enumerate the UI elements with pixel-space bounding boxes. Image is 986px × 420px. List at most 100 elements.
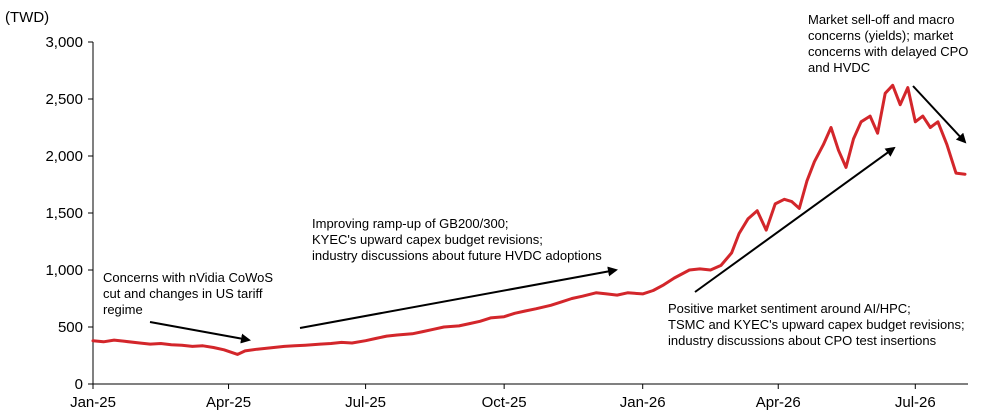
data-point [304, 344, 307, 347]
x-tick-label: Jan-25 [70, 394, 116, 411]
data-point [91, 339, 95, 342]
data-point [170, 343, 173, 346]
y-tick-label: 500 [58, 319, 83, 336]
svg-text:Market sell-off and macro: Market sell-off and macro concerns (yiel… [808, 12, 972, 75]
svg-text:Concerns with nVidia CoWoS: Concerns with nVidia CoWoS cut and chang… [103, 270, 277, 317]
data-point [212, 346, 215, 349]
data-point [891, 84, 894, 87]
data-point [293, 344, 296, 347]
data-point [191, 345, 194, 348]
annotation-cowos-concerns: Concerns with nVidia CoWoS cut and chang… [103, 270, 277, 344]
data-point [468, 322, 471, 325]
data-point [180, 344, 184, 347]
data-point [899, 103, 902, 106]
svg-text:Positive market sentiment arou: Positive market sentiment around AI/HPC;… [668, 301, 968, 348]
data-point [549, 304, 552, 307]
data-point [746, 217, 750, 220]
y-tick-label: 3,000 [45, 34, 83, 51]
data-point [159, 342, 162, 345]
x-tick-label: Apr-25 [206, 394, 251, 411]
annotation-arrow [912, 85, 967, 144]
data-point [222, 348, 226, 351]
data-point [906, 86, 909, 89]
data-point [560, 300, 563, 304]
data-point [936, 120, 940, 124]
annotation-gb200-ramp: Improving ramp-up of GB200/300; KYEC's u… [299, 216, 618, 329]
data-point [432, 328, 435, 331]
data-point [954, 171, 958, 175]
data-point [641, 292, 644, 296]
data-point [489, 316, 492, 320]
data-point [673, 276, 676, 280]
data-point [112, 338, 116, 342]
data-point [149, 342, 152, 346]
data-point [594, 291, 598, 294]
data-point [513, 312, 516, 315]
data-point [236, 353, 239, 356]
data-point [256, 348, 259, 351]
annotation-line: Improving ramp-up of GB200/300; [312, 216, 509, 231]
data-point [813, 160, 816, 163]
data-point [774, 202, 777, 206]
x-tick-label: Oct-25 [482, 394, 527, 411]
annotation-line: Market sell-off and macro [808, 12, 954, 27]
data-point [963, 173, 967, 176]
x-tick-label: Jan-26 [620, 394, 666, 411]
data-point [929, 126, 932, 129]
annotation-line: TSMC and KYEC's upward capex budget revi… [668, 317, 965, 332]
series-points [91, 84, 967, 356]
data-point [783, 198, 786, 201]
data-point [442, 325, 446, 329]
data-point [790, 200, 793, 203]
y-tick-label: 1,000 [45, 262, 83, 279]
data-point [385, 334, 388, 338]
data-point [688, 268, 691, 272]
annotation-line: Positive market sentiment around AI/HPC; [668, 301, 911, 316]
annotation-line: Concerns with nVidia CoWoS [103, 270, 273, 285]
data-point [798, 207, 801, 210]
data-point [411, 332, 414, 335]
share-price-series-line [91, 83, 967, 356]
data-point [329, 342, 333, 345]
data-point [719, 264, 723, 267]
data-point [396, 333, 399, 337]
data-point [570, 297, 574, 300]
data-point [350, 341, 354, 345]
data-point [765, 228, 768, 232]
data-point [605, 292, 608, 296]
data-point [730, 251, 733, 255]
x-tick-label: Jul-26 [895, 394, 936, 411]
data-point [272, 346, 275, 349]
data-point [374, 337, 378, 340]
annotation-line: concerns (yields); market [808, 28, 954, 43]
data-point [138, 341, 141, 345]
data-point [502, 315, 506, 318]
annotation-line: industry discussions about future HVDC a… [312, 248, 602, 263]
annotation-line: concerns with delayed CPO [808, 44, 968, 59]
annotation-line: cut and changes in US tariff [103, 286, 263, 301]
data-point [822, 143, 825, 146]
data-point [319, 342, 322, 346]
y-axis-ticks: 0 500 1,000 1,500 2,000 2,500 3,000 [45, 34, 93, 393]
data-point [756, 209, 759, 212]
data-point [626, 291, 629, 294]
data-point [837, 149, 840, 152]
data-point [534, 307, 537, 310]
y-tick-label: 1,500 [45, 205, 83, 222]
y-tick-label: 2,000 [45, 148, 83, 165]
x-tick-label: Apr-26 [756, 394, 801, 411]
annotation-line: and HVDC [808, 60, 870, 75]
data-point [914, 120, 917, 124]
data-point [123, 340, 126, 343]
data-point [421, 330, 424, 333]
data-point [615, 293, 619, 297]
data-point [524, 309, 527, 313]
data-point [283, 345, 286, 348]
data-point [201, 344, 205, 347]
data-point [852, 137, 855, 141]
data-point [829, 126, 833, 129]
data-point [844, 166, 848, 169]
data-point [709, 268, 712, 272]
data-point [662, 283, 665, 286]
